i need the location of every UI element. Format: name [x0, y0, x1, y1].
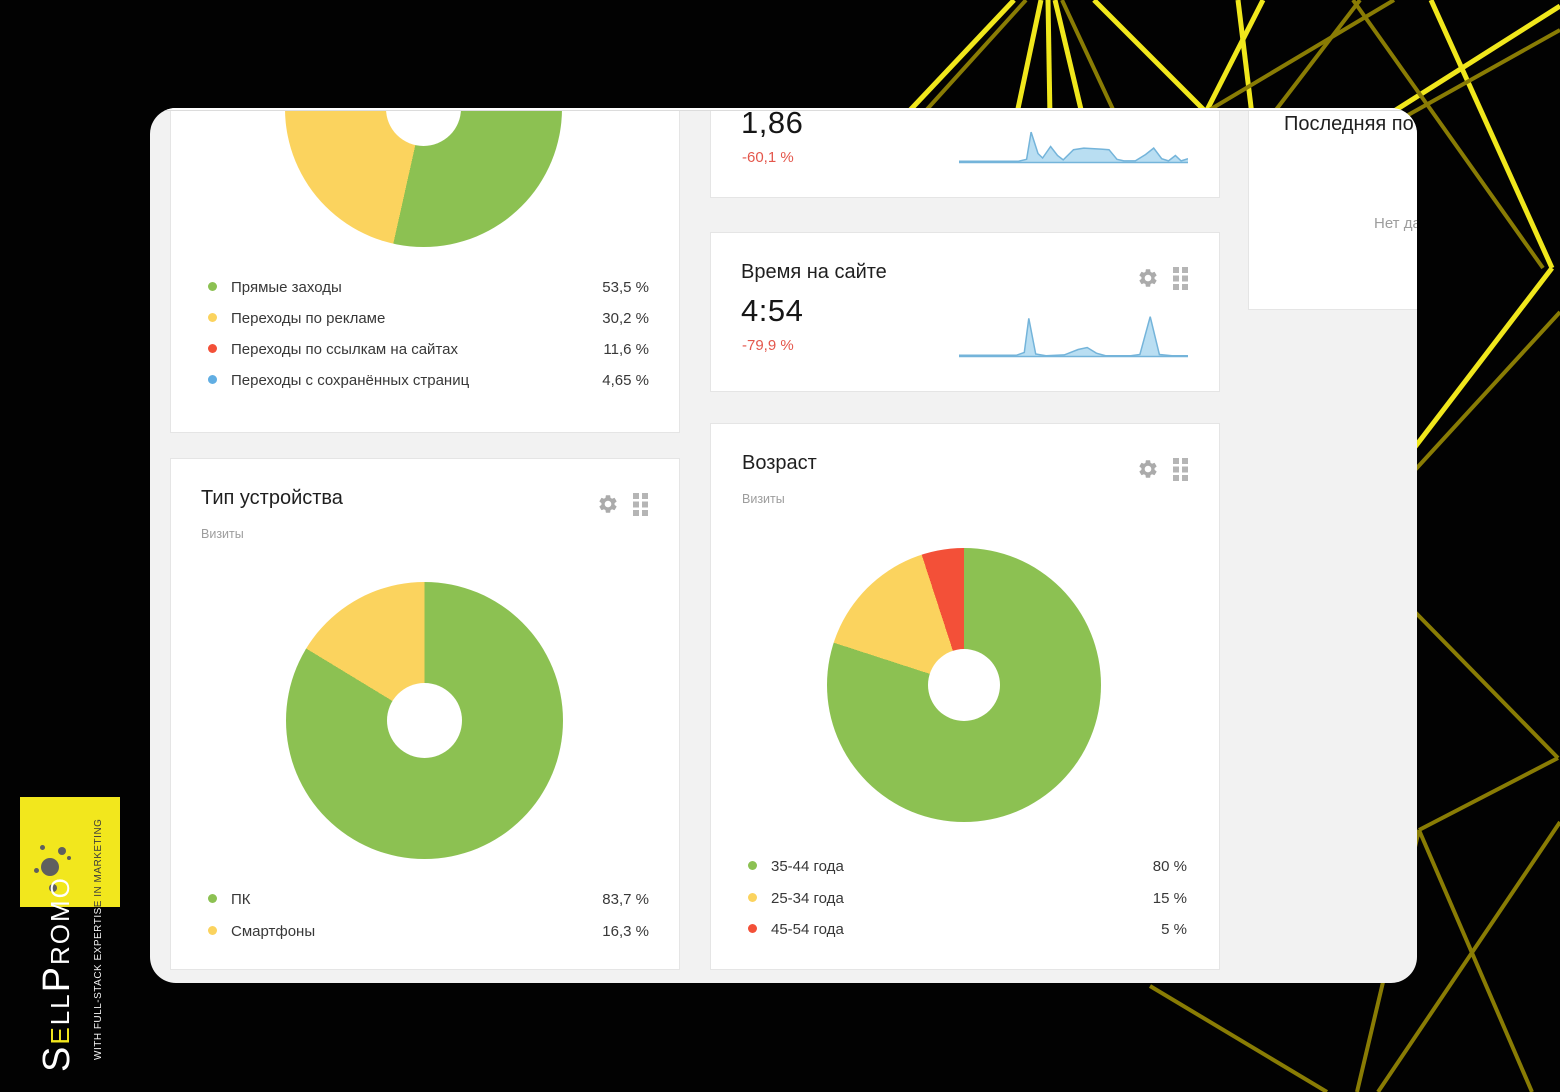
legend-label: ПК	[231, 891, 251, 908]
widget-title: Последняя по	[1284, 113, 1414, 135]
legend-label: Смартфоны	[231, 923, 316, 940]
wordmark-letter: S	[36, 1044, 78, 1072]
widget-subtitle: Визиты	[201, 527, 244, 541]
legend-label: Переходы по рекламе	[231, 310, 386, 327]
panel-top-edge	[150, 108, 1417, 111]
logo-dot	[34, 868, 39, 873]
legend-dot	[208, 282, 217, 291]
widget-subtitle: Визиты	[742, 492, 785, 506]
legend-label: Прямые заходы	[231, 279, 342, 296]
metric-change: -79,9 %	[742, 337, 794, 354]
logo-dot	[67, 856, 71, 860]
legend-dot	[208, 313, 217, 322]
legend-dot	[748, 861, 757, 870]
widget-title: Время на сайте	[741, 261, 887, 283]
gear-icon[interactable]	[597, 493, 619, 515]
sellpromo-wordmark: SELLPROMO	[36, 876, 79, 1072]
legend-item: Переходы по ссылкам на сайтах 11,6 %	[201, 340, 649, 362]
logo-dot	[58, 847, 66, 855]
legend-dot	[208, 344, 217, 353]
logo-dot	[49, 884, 57, 892]
widget-age: Возраст Визиты 35-44 года	[710, 423, 1220, 970]
legend-item: Смартфоны 16,3 %	[201, 922, 649, 944]
legend-value: 83,7 %	[602, 891, 649, 908]
metrica-dashboard-panel: Прямые заходы 53,5 % Переходы по рекламе…	[150, 108, 1417, 983]
metric-value: 1,86	[741, 108, 804, 140]
widget-last: Последняя по Нет да	[1248, 108, 1417, 310]
wordmark-letter-accent: E	[45, 1025, 75, 1045]
legend-value: 30,2 %	[602, 310, 649, 327]
legend-item: 25-34 года 15 %	[741, 889, 1187, 911]
donut-hole	[928, 649, 1000, 721]
legend-label: 35-44 года	[771, 858, 844, 875]
widget-title: Тип устройства	[201, 487, 343, 509]
legend-dot	[208, 375, 217, 384]
legend-dot	[208, 894, 217, 903]
legend-item: Прямые заходы 53,5 %	[201, 278, 649, 300]
wordmark-letter: P	[36, 965, 78, 993]
widget-traffic-sources: Прямые заходы 53,5 % Переходы по рекламе…	[170, 108, 680, 433]
legend-item: Переходы по рекламе 30,2 %	[201, 309, 649, 331]
legend-value: 53,5 %	[602, 279, 649, 296]
legend-value: 11,6 %	[603, 341, 649, 358]
widget-metric-sparkline: 1,86 -60,1 %	[710, 108, 1220, 198]
legend-item: ПК 83,7 %	[201, 890, 649, 912]
traffic-sources-donut-chart	[285, 108, 562, 247]
logo-dot	[41, 858, 59, 876]
legend-value: 15 %	[1152, 890, 1187, 907]
sellpromo-logo-mark	[20, 797, 120, 907]
legend-dot	[748, 893, 757, 902]
gear-icon[interactable]	[1137, 267, 1159, 289]
drag-handle-icon[interactable]	[633, 493, 648, 516]
legend-label: Переходы с сохранённых страниц	[231, 372, 470, 389]
widget-device-type: Тип устройства Визиты ПК	[170, 458, 680, 970]
legend-dot	[208, 926, 217, 935]
legend-label: 45-54 года	[771, 921, 844, 938]
legend-value: 80 %	[1152, 858, 1187, 875]
legend-item: 35-44 года 80 %	[741, 857, 1187, 879]
widget-time-on-site: Время на сайте 4:54 -79,9 %	[710, 232, 1220, 392]
no-data-text: Нет да	[1374, 215, 1417, 232]
metric-change: -60,1 %	[742, 149, 794, 166]
legend-item: Переходы с сохранённых страниц 4,65 %	[201, 371, 649, 393]
drag-handle-icon[interactable]	[1173, 458, 1188, 481]
wordmark-letter: LL	[45, 992, 75, 1026]
legend-item: 45-54 года 5 %	[741, 920, 1187, 942]
tagline-on-square: E IN MARKETING	[93, 818, 104, 908]
legend-dot	[748, 924, 757, 933]
drag-handle-icon[interactable]	[1173, 267, 1188, 290]
tagline-on-black: WITH FULL-STACK EXPERTIS	[93, 907, 104, 1060]
device-type-donut-chart	[286, 582, 563, 859]
logo-dot	[40, 845, 45, 850]
widget-title: Возраст	[742, 452, 817, 474]
metric-value: 4:54	[741, 293, 804, 328]
legend-value: 5 %	[1161, 921, 1187, 938]
age-donut-chart	[827, 548, 1101, 822]
sparkline-chart	[959, 314, 1188, 358]
donut-hole	[387, 683, 462, 758]
wordmark-letter: ROMO	[45, 876, 75, 966]
legend-value: 4,65 %	[602, 372, 649, 389]
legend-label: 25-34 года	[771, 890, 844, 907]
legend-value: 16,3 %	[602, 923, 649, 940]
donut-hole	[386, 108, 461, 146]
gear-icon[interactable]	[1137, 458, 1159, 480]
sparkline-chart	[959, 129, 1189, 164]
legend-label: Переходы по ссылкам на сайтах	[231, 341, 458, 358]
sellpromo-tagline: WITH FULL-STACK EXPERTISE IN MARKETING	[93, 819, 104, 1060]
